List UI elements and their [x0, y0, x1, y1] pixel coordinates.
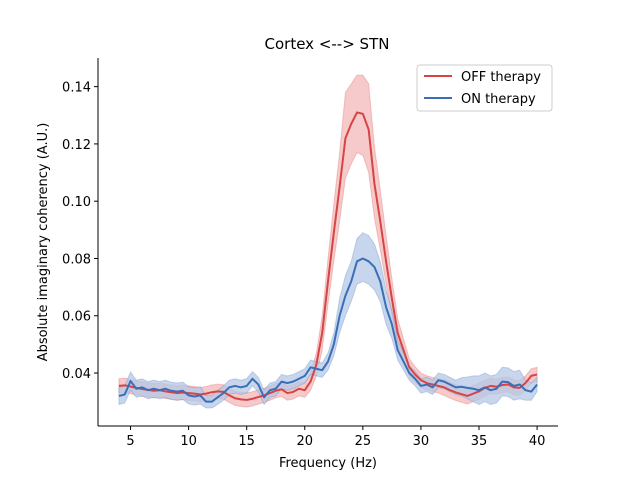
y-tick-label: 0.08	[62, 252, 91, 267]
chart-title: Cortex <--> STN	[265, 35, 390, 53]
y-tick-label: 0.12	[62, 138, 91, 153]
x-tick-label: 20	[296, 434, 313, 449]
x-tick-label: 15	[238, 434, 255, 449]
y-axis-label: Absolute imaginary coherency (A.U.)	[36, 123, 51, 362]
x-tick-label: 10	[180, 434, 197, 449]
line-on-therapy	[118, 257, 538, 403]
legend-label-off-therapy: OFF therapy	[461, 70, 541, 85]
y-tick-label: 0.04	[62, 367, 91, 382]
y-axis-ticks: 0.04 0.06 0.08 0.10 0.12 0.14	[62, 81, 98, 382]
series-lines	[118, 111, 538, 403]
x-tick-label: 35	[471, 434, 488, 449]
x-axis-label: Frequency (Hz)	[279, 456, 377, 471]
line-off-therapy	[118, 111, 538, 401]
y-tick-label: 0.14	[62, 81, 91, 96]
x-tick-label: 30	[413, 434, 430, 449]
y-tick-label: 0.06	[62, 310, 91, 325]
x-tick-label: 25	[355, 434, 372, 449]
legend-label-on-therapy: ON therapy	[461, 92, 536, 107]
x-axis-ticks: 5 10 15 20 25 30 35 40	[126, 426, 545, 449]
legend: OFF therapy ON therapy	[416, 64, 553, 112]
x-tick-label: 40	[529, 434, 546, 449]
x-tick-label: 5	[126, 434, 134, 449]
y-tick-label: 0.10	[62, 195, 91, 210]
confidence-bands	[118, 74, 538, 409]
